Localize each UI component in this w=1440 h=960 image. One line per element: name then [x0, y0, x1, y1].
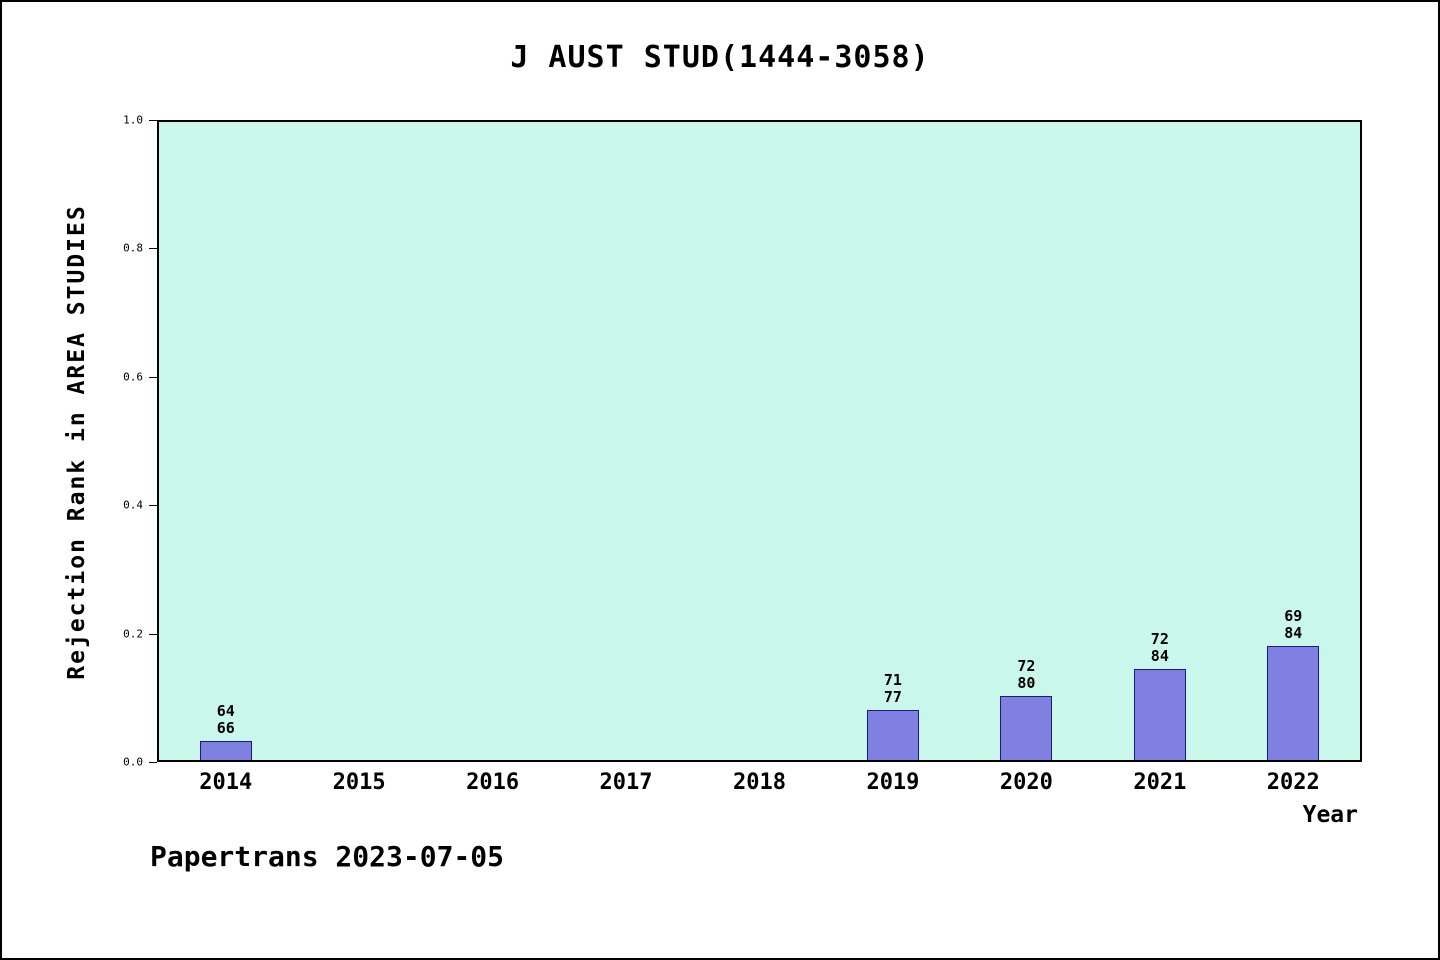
bar-2022 [1267, 646, 1320, 760]
x-tick-label: 2014 [199, 770, 253, 795]
y-tick-label: 0.6 [123, 370, 143, 384]
x-tick-label: 2019 [866, 770, 920, 795]
x-tick-label: 2016 [466, 770, 520, 795]
bar-2014 [199, 741, 252, 760]
y-tick-mark [149, 376, 157, 378]
x-tick-label: 2021 [1133, 770, 1187, 795]
bar-2021 [1133, 669, 1186, 760]
x-tick-label: 2017 [599, 770, 653, 795]
x-axis-label: Year [1302, 802, 1358, 828]
bar-value-label: 72 84 [1150, 630, 1169, 665]
y-tick-mark [149, 120, 157, 121]
y-tick-mark [149, 633, 157, 635]
chart-title: J AUST STUD(1444-3058) [510, 40, 930, 75]
bar-value-label: 71 77 [883, 671, 902, 706]
y-tick-label: 0.2 [123, 627, 143, 641]
x-tick-label: 2022 [1266, 770, 1320, 795]
footer-text: Papertrans 2023-07-05 [150, 840, 505, 873]
bar-value-label: 69 84 [1284, 607, 1303, 642]
y-tick-label: 0.0 [123, 755, 143, 769]
x-tick-label: 2020 [999, 770, 1053, 795]
y-tick-label: 1.0 [123, 113, 143, 127]
plot-area [157, 120, 1362, 762]
y-axis-label: Rejection Rank in AREA STUDIES [64, 204, 90, 680]
y-tick-label: 0.4 [123, 498, 143, 512]
x-tick-label: 2015 [332, 770, 386, 795]
bar-value-label: 72 80 [1017, 657, 1036, 692]
y-tick-mark [149, 505, 157, 507]
y-tick-label: 0.8 [123, 241, 143, 255]
y-tick-mark [149, 762, 157, 763]
bar-value-label: 64 66 [216, 702, 235, 737]
bar-2019 [866, 710, 919, 760]
y-tick-mark [149, 248, 157, 250]
bar-2020 [1000, 696, 1053, 760]
x-tick-label: 2018 [733, 770, 786, 795]
